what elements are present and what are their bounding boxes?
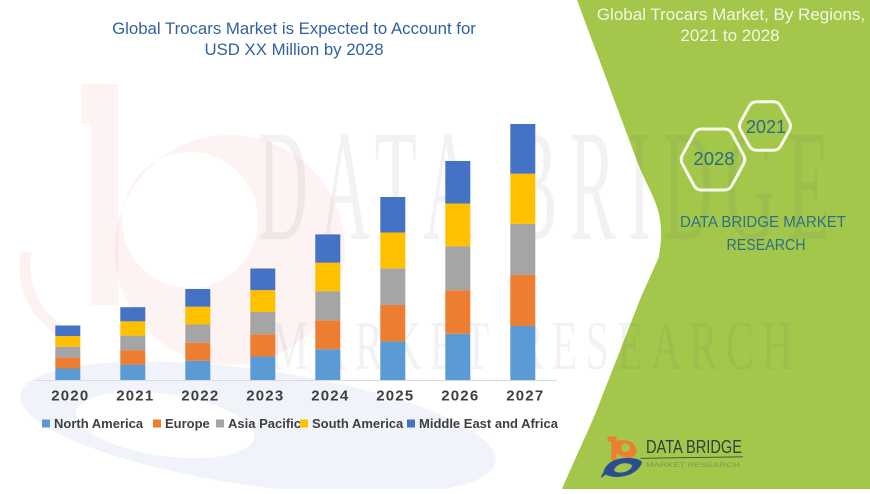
svg-text:2024: 2024: [311, 388, 349, 405]
svg-text:2027: 2027: [506, 388, 544, 405]
svg-text:Europe: Europe: [165, 416, 210, 431]
svg-text:2023: 2023: [246, 388, 284, 405]
svg-text:MARKET RESEARCH: MARKET RESEARCH: [646, 462, 741, 469]
svg-text:DATA BRIDGE: DATA BRIDGE: [258, 98, 842, 274]
svg-text:Middle East and Africa: Middle East and Africa: [419, 416, 559, 431]
svg-text:North America: North America: [54, 416, 144, 431]
svg-text:2020: 2020: [51, 388, 89, 405]
svg-text:2021: 2021: [746, 117, 786, 137]
svg-text:RESEARCH: RESEARCH: [727, 237, 806, 254]
svg-text:2025: 2025: [376, 388, 414, 405]
svg-text:2021: 2021: [116, 388, 154, 405]
svg-text:South America: South America: [312, 416, 404, 431]
svg-text:2026: 2026: [441, 388, 479, 405]
svg-text:MARKET RESEARCH: MARKET RESEARCH: [271, 308, 801, 384]
svg-text:2021 to 2028: 2021 to 2028: [680, 26, 779, 45]
svg-text:USD XX Million by 2028: USD XX Million by 2028: [204, 40, 383, 59]
svg-text:Asia Pacific: Asia Pacific: [228, 416, 301, 431]
svg-text:2022: 2022: [181, 388, 219, 405]
svg-text:DATA BRIDGE MARKET: DATA BRIDGE MARKET: [680, 214, 846, 231]
svg-text:Global Trocars Market, By Regi: Global Trocars Market, By Regions,: [597, 5, 865, 24]
svg-text:Global Trocars Market is Expec: Global Trocars Market is Expected to Acc…: [112, 19, 476, 38]
svg-text:2028: 2028: [693, 148, 734, 169]
svg-text:DATA BRIDGE: DATA BRIDGE: [646, 436, 742, 457]
